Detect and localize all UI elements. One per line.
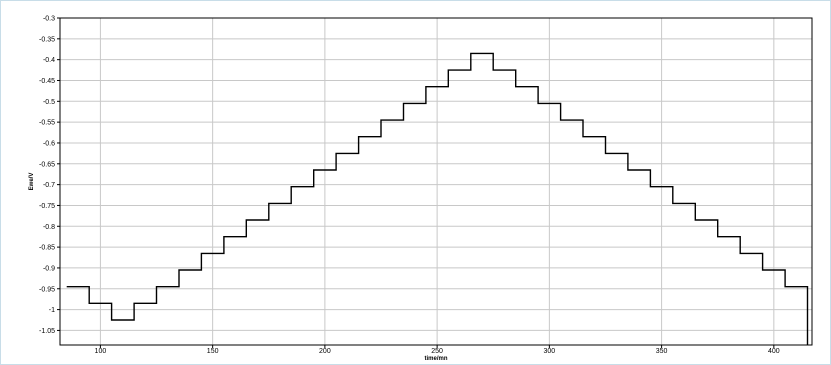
x-tick-label: 400: [768, 348, 780, 355]
grid: [60, 17, 812, 345]
y-tick-label: -0.55: [39, 120, 55, 127]
y-tick-label: -0.8: [43, 224, 55, 231]
y-tick-label: -0.35: [39, 36, 55, 43]
y-tick-label: -0.3: [43, 16, 55, 23]
x-tick-label: 200: [319, 348, 331, 355]
x-tick-label: 350: [656, 348, 668, 355]
y-axis-ticks: -0.3 -0.35 -0.4 -0.45 -0.5 -0.55 -0.6 -0.65 -0.7…: [39, 16, 60, 335]
y-tick-label: -1: [49, 307, 55, 314]
x-axis-label: time/mn: [424, 356, 447, 362]
x-tick-label: 250: [431, 348, 443, 355]
y-tick-label: -0.45: [39, 78, 55, 85]
x-tick-label: 300: [544, 348, 556, 355]
y-tick-label: -0.6: [43, 140, 55, 147]
plot-area: [59, 17, 813, 346]
x-tick-label: 150: [207, 348, 219, 355]
y-tick-label: -0.85: [39, 245, 55, 252]
y-tick-label: -0.95: [39, 286, 55, 293]
y-tick-label: -0.75: [39, 203, 55, 210]
y-tick-label: -0.7: [43, 182, 55, 189]
y-tick-label: -0.65: [39, 161, 55, 168]
y-axis-label: Ewe/V: [29, 173, 35, 191]
y-tick-label: -0.5: [43, 99, 55, 106]
series-line: [66, 52, 809, 345]
x-axis-ticks: 100 150 200 250 300 350 400: [95, 345, 780, 355]
y-tick-label: -0.4: [43, 57, 55, 64]
y-tick-label: -1.05: [39, 328, 55, 335]
x-tick-label: 100: [95, 348, 107, 355]
y-tick-label: -0.9: [43, 265, 55, 272]
